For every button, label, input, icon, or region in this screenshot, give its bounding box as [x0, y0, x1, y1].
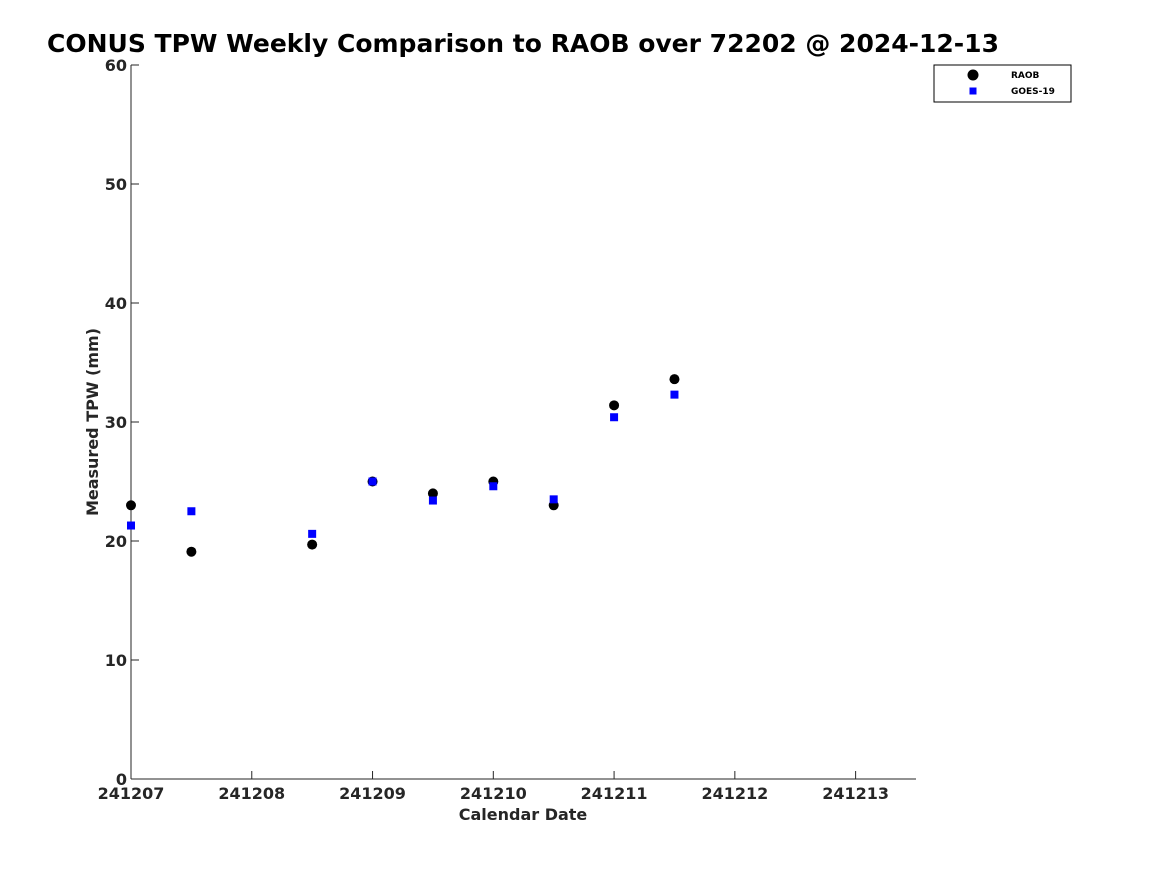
legend-label-goes-19: GOES-19 — [1011, 87, 1055, 97]
point-goes-19 — [610, 413, 619, 422]
point-raob — [307, 539, 318, 550]
point-goes-19 — [308, 529, 317, 538]
y-tick-label: 20 — [105, 532, 127, 551]
x-tick-label: 241209 — [339, 784, 406, 803]
axes — [130, 65, 916, 780]
point-raob — [427, 488, 438, 499]
y-ticks: 0 10 20 30 40 50 60 — [105, 56, 139, 789]
y-axis-label: Measured TPW (mm) — [83, 328, 102, 516]
point-goes-19 — [428, 496, 437, 505]
point-raob — [669, 374, 680, 385]
y-tick-label: 30 — [105, 413, 127, 432]
legend-box — [933, 64, 1072, 103]
point-raob — [609, 400, 620, 411]
x-ticks: 241207 241208 241209 241210 241211 241212 2412… — [98, 771, 889, 803]
y-tick-label: 40 — [105, 294, 127, 313]
x-tick-label: 241210 — [460, 784, 527, 803]
point-raob — [126, 500, 136, 511]
y-tick-label: 60 — [105, 56, 127, 75]
point-goes-19 — [489, 482, 498, 491]
point-goes-19 — [670, 390, 679, 399]
x-tick-label: 241213 — [822, 784, 889, 803]
x-axis-label: Calendar Date — [459, 805, 588, 824]
legend-marker-goes-19 — [969, 87, 977, 95]
legend-label-raob: RAOB — [1011, 71, 1040, 81]
x-tick-label: 241212 — [701, 784, 768, 803]
legend-marker-raob — [967, 69, 979, 81]
legend: RAOB GOES-19 — [933, 64, 1072, 103]
x-tick-label: 241207 — [98, 784, 165, 803]
data-points — [126, 374, 680, 557]
x-tick-label: 241211 — [581, 784, 648, 803]
point-goes-19 — [187, 507, 196, 516]
x-tick-label: 241208 — [218, 784, 285, 803]
point-goes-19 — [368, 477, 377, 486]
y-tick-label: 0 — [116, 770, 127, 789]
y-tick-label: 10 — [105, 651, 127, 670]
point-goes-19 — [127, 521, 135, 530]
chart-title: CONUS TPW Weekly Comparison to RAOB over… — [47, 29, 999, 58]
y-tick-label: 50 — [105, 175, 127, 194]
point-raob — [186, 546, 197, 557]
point-goes-19 — [549, 495, 558, 504]
